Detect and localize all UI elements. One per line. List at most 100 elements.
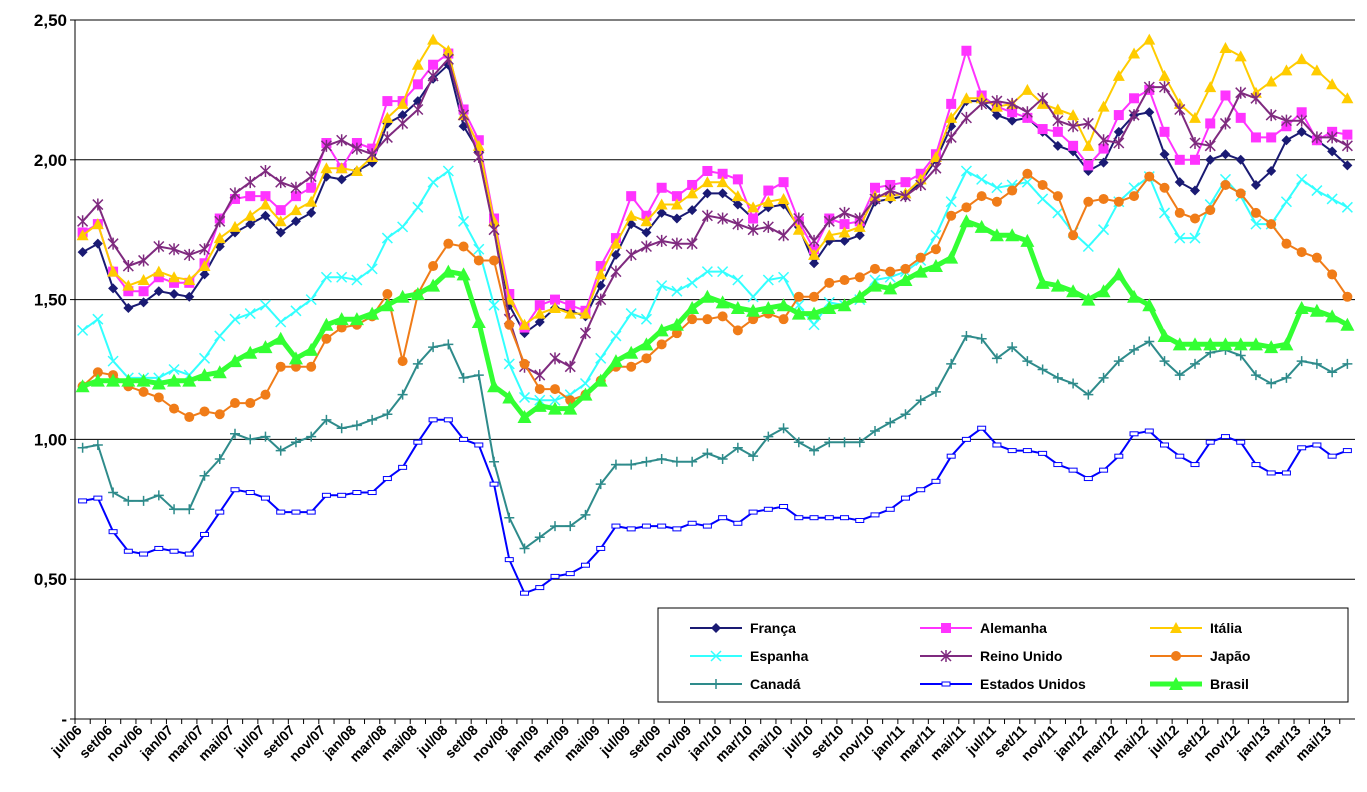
marker [1098, 193, 1109, 204]
marker [763, 185, 774, 196]
marker [732, 199, 743, 210]
marker [228, 354, 242, 368]
marker [710, 650, 722, 662]
marker [139, 551, 149, 557]
marker [1325, 309, 1340, 323]
marker [671, 191, 682, 202]
marker [961, 436, 971, 442]
marker [1265, 109, 1277, 122]
marker [259, 299, 272, 311]
marker [1204, 139, 1216, 152]
marker [640, 215, 653, 227]
marker [1159, 126, 1170, 137]
marker [1296, 114, 1308, 127]
marker [321, 414, 332, 425]
marker [1097, 100, 1110, 112]
marker [793, 437, 804, 448]
marker [809, 291, 820, 302]
series [77, 53, 1353, 382]
marker [883, 281, 898, 295]
marker [381, 131, 393, 144]
marker [1098, 143, 1109, 154]
marker [535, 585, 545, 591]
marker [610, 459, 621, 470]
marker [243, 345, 258, 359]
marker [518, 391, 531, 403]
marker [168, 363, 180, 376]
marker [428, 342, 439, 353]
marker [656, 182, 667, 193]
marker [824, 277, 835, 288]
legend-label: Estados Unidos [980, 676, 1086, 692]
marker [123, 495, 134, 506]
marker [1174, 207, 1185, 218]
marker [443, 238, 454, 249]
marker [778, 314, 789, 325]
marker [762, 195, 775, 207]
marker [991, 196, 1002, 207]
marker [1037, 364, 1048, 375]
marker [870, 512, 880, 518]
marker [1205, 118, 1216, 129]
marker [839, 219, 850, 230]
marker [1189, 111, 1201, 123]
marker [1113, 137, 1125, 150]
marker [687, 314, 698, 325]
marker [1342, 358, 1353, 369]
marker [1157, 328, 1172, 342]
marker [275, 361, 286, 372]
marker [442, 44, 455, 56]
marker [1251, 462, 1261, 468]
marker [367, 490, 377, 496]
marker [711, 679, 721, 689]
marker [229, 187, 241, 200]
marker [717, 188, 728, 199]
marker [730, 300, 745, 314]
marker [1190, 462, 1200, 468]
marker [108, 283, 119, 294]
marker [761, 300, 776, 314]
marker [1127, 289, 1142, 303]
marker [702, 188, 713, 199]
marker [92, 439, 103, 450]
marker [670, 198, 683, 210]
marker [961, 45, 972, 56]
marker [489, 481, 499, 487]
marker [93, 495, 103, 501]
marker [853, 220, 866, 232]
marker [488, 215, 501, 227]
marker [1233, 337, 1248, 351]
marker [626, 459, 637, 470]
marker [778, 177, 789, 188]
marker [397, 356, 408, 367]
marker [1341, 201, 1353, 213]
marker [428, 261, 439, 272]
marker [1220, 90, 1231, 101]
marker [427, 33, 440, 45]
marker [808, 248, 821, 260]
marker [413, 439, 423, 445]
marker [138, 297, 149, 308]
marker [382, 409, 393, 420]
marker [1113, 126, 1124, 137]
marker [808, 234, 820, 247]
marker [941, 681, 951, 687]
marker [700, 289, 715, 303]
marker [1250, 179, 1261, 190]
marker [870, 263, 880, 274]
marker [534, 316, 545, 327]
marker [1098, 157, 1109, 168]
marker [1174, 370, 1185, 381]
marker [290, 437, 301, 448]
marker [671, 456, 682, 467]
marker [580, 562, 590, 568]
marker [1250, 207, 1261, 218]
marker [1050, 278, 1065, 292]
marker [305, 170, 317, 183]
marker [290, 181, 302, 194]
marker [138, 254, 150, 267]
marker [1327, 269, 1338, 280]
marker [488, 223, 500, 236]
marker [1098, 134, 1110, 147]
